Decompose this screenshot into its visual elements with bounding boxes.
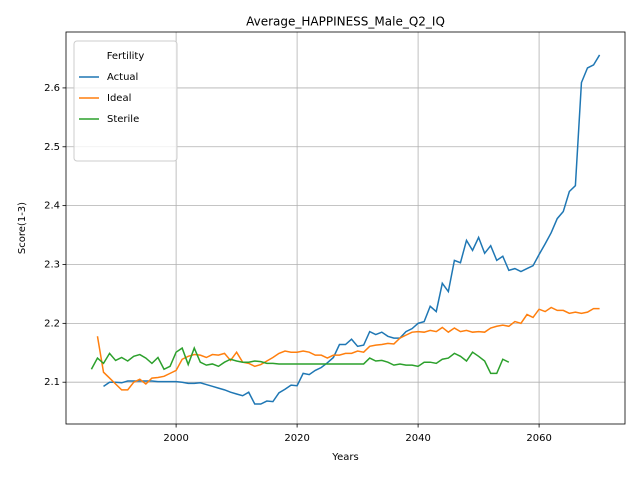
- y-axis-label: Score(1-3): [17, 202, 28, 254]
- x-tick-label: 2000: [163, 433, 188, 444]
- y-tick-label: 2.5: [44, 142, 60, 153]
- data-line: [90, 346, 510, 375]
- y-tick-label: 2.1: [44, 377, 60, 388]
- legend-label: Ideal: [107, 93, 131, 104]
- y-tick-label: 2.2: [44, 318, 60, 329]
- y-tick-label: 2.6: [44, 83, 60, 94]
- x-tick-label: 2060: [526, 433, 551, 444]
- data-line: [96, 306, 600, 391]
- chart-title: Average_HAPPINESS_Male_Q2_IQ: [246, 15, 445, 29]
- legend-title: Fertility: [107, 51, 145, 62]
- legend-label: Actual: [107, 72, 138, 83]
- plot-frame: [65, 31, 626, 425]
- x-tick-label: 2040: [405, 433, 430, 444]
- y-tick-label: 2.3: [44, 259, 60, 270]
- legend-label: Sterile: [107, 114, 139, 125]
- data-line: [103, 54, 601, 405]
- x-axis-label: Years: [331, 452, 358, 463]
- y-tick-label: 2.4: [44, 201, 60, 212]
- legend-box: [73, 40, 178, 162]
- x-tick-label: 2020: [284, 433, 309, 444]
